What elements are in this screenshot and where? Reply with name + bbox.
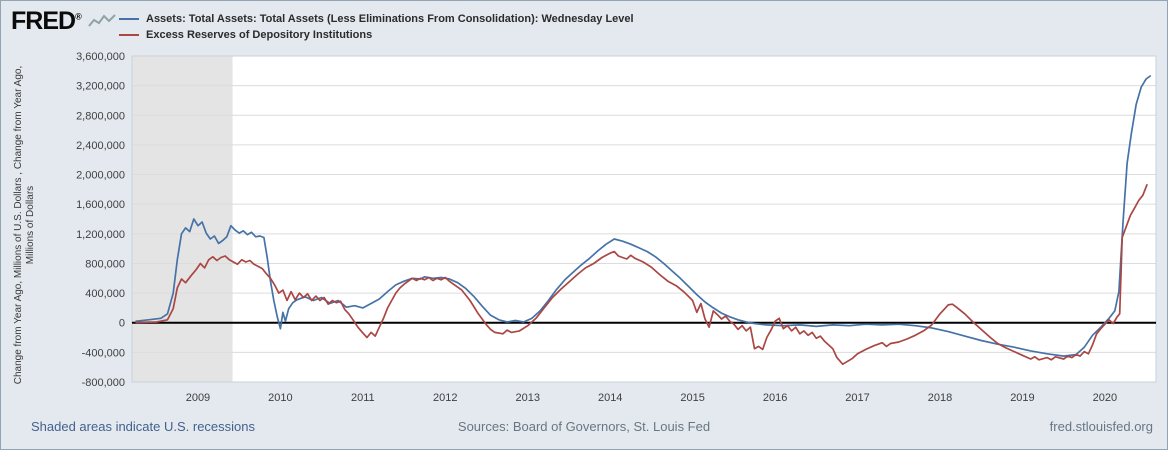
legend-swatch-red (119, 34, 139, 36)
svg-text:1,200,000: 1,200,000 (76, 229, 125, 241)
svg-text:2,000,000: 2,000,000 (76, 170, 125, 182)
sparkline-icon (88, 14, 116, 27)
registered-mark: ® (75, 11, 82, 22)
fred-logo[interactable]: FRED® (11, 7, 82, 36)
svg-text:1,600,000: 1,600,000 (76, 199, 125, 211)
svg-text:-800,000: -800,000 (82, 377, 125, 389)
svg-text:-400,000: -400,000 (82, 347, 125, 359)
svg-text:2009: 2009 (186, 392, 210, 404)
svg-text:2016: 2016 (763, 392, 787, 404)
chart-plot: 3,600,000 3,200,000 2,800,000 2,400,000 2,00… (76, 51, 1157, 404)
legend-label-excess-reserves: Excess Reserves of Depository Institutio… (146, 29, 373, 41)
footer: Sources: Board of Governors, St. Louis F… (1, 419, 1167, 436)
svg-text:2013: 2013 (516, 392, 540, 404)
sources-note: Sources: Board of Governors, St. Louis F… (457, 419, 711, 434)
svg-text:3,600,000: 3,600,000 (76, 51, 125, 63)
chart-legend: Assets: Total Assets: Total Assets (Less… (119, 11, 634, 43)
legend-item-excess-reserves: Excess Reserves of Depository Institutio… (119, 27, 634, 43)
svg-text:2014: 2014 (598, 392, 622, 404)
svg-text:2018: 2018 (928, 392, 952, 404)
fred-site-link[interactable]: fred.stlouisfed.org (1049, 419, 1153, 434)
svg-text:2012: 2012 (433, 392, 457, 404)
recession-note: Shaded areas indicate U.S. recessions (31, 419, 256, 434)
svg-text:2015: 2015 (680, 392, 704, 404)
svg-text:2017: 2017 (845, 392, 869, 404)
fred-logo-text: FRED (11, 7, 76, 35)
svg-text:2,400,000: 2,400,000 (76, 140, 125, 152)
svg-text:400,000: 400,000 (85, 288, 125, 300)
legend-label-total-assets: Assets: Total Assets: Total Assets (Less… (146, 13, 634, 25)
svg-text:2011: 2011 (351, 392, 375, 404)
svg-text:3,200,000: 3,200,000 (76, 81, 125, 93)
svg-text:2020: 2020 (1093, 392, 1117, 404)
svg-text:2010: 2010 (268, 392, 292, 404)
svg-text:0: 0 (119, 318, 125, 330)
legend-swatch-blue (119, 18, 139, 20)
svg-text:800,000: 800,000 (85, 258, 125, 270)
legend-item-total-assets: Assets: Total Assets: Total Assets (Less… (119, 11, 634, 27)
svg-text:2019: 2019 (1010, 392, 1034, 404)
svg-text:2,800,000: 2,800,000 (76, 110, 125, 122)
